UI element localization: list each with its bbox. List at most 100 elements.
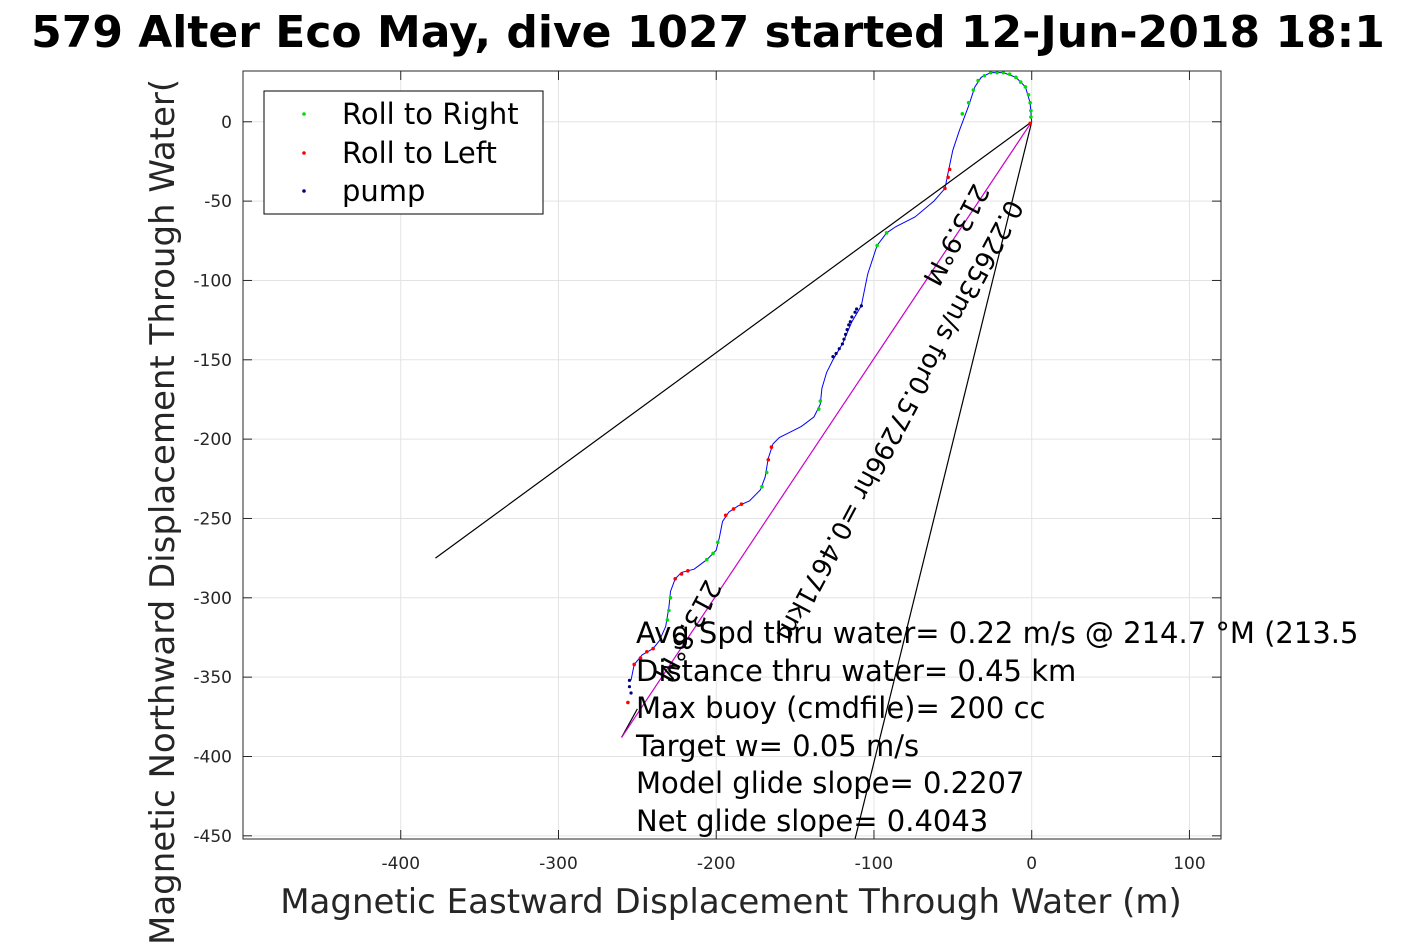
x-tick-label: 100 [1173, 854, 1205, 874]
roll-right-point [988, 70, 993, 75]
roll-right-point [1026, 93, 1031, 97]
roll-left-point [651, 646, 655, 651]
roll-right-point [971, 88, 976, 92]
pump-point [840, 342, 845, 346]
pump-point [850, 315, 854, 319]
pump-point [834, 351, 838, 356]
roll-right-point [960, 112, 965, 116]
roll-right-point [760, 484, 764, 489]
chart-title: 579 Alter Eco May, dive 1027 started 12-… [31, 7, 1385, 58]
annotation-net-glide: Net glide slope= 0.4043 [636, 804, 988, 838]
legend-label-roll-right: Roll to Right [342, 97, 519, 131]
pump-point [843, 332, 848, 337]
reference-lines [435, 121, 1033, 840]
roll-right-point [764, 470, 769, 475]
roll-right-point [818, 399, 823, 403]
roll-left-point [766, 457, 771, 462]
roll-right-point [982, 73, 987, 78]
plot-frame [242, 70, 1222, 840]
roll-left-point [739, 502, 744, 506]
roll-right-point [704, 557, 709, 562]
pump-point [627, 685, 632, 689]
y-tick-label: -250 [193, 509, 232, 529]
annotation-model-glide: Model glide slope= 0.2207 [636, 766, 1024, 800]
pump-point [842, 337, 846, 341]
x-tick-label: -200 [697, 854, 736, 874]
pump-point [853, 310, 857, 314]
y-axis-label: Magnetic Northward Displacement Through … [143, 79, 183, 945]
roll-right-point [1029, 115, 1033, 119]
heading-line [621, 121, 1033, 738]
annotation-avg-speed: Avg Spd thru water= 0.22 m/s @ 214.7 °M … [636, 616, 1358, 650]
y-tick-label: -350 [193, 668, 232, 688]
y-tick-label: -200 [193, 430, 232, 450]
x-tick-label: -300 [539, 854, 578, 874]
y-tick-label: -300 [193, 589, 232, 609]
roll-right-point [668, 596, 673, 600]
glider-track [630, 72, 1033, 681]
x-tick-label: -400 [381, 854, 420, 874]
roll-right-point [665, 618, 670, 622]
roll-right-point [1023, 85, 1028, 89]
roll-right-point [966, 100, 971, 105]
roll-right-point [667, 608, 671, 613]
y-tick-label: -400 [193, 747, 232, 767]
pump-point [629, 691, 633, 695]
roll-left-point [769, 445, 774, 449]
stats-annotations: Avg Spd thru water= 0.22 m/s @ 214.7 °M … [635, 616, 1358, 838]
roll-right-point [1007, 72, 1012, 76]
roll-left-point [723, 513, 728, 518]
annotation-max-buoy: Max buoy (cmdfile)= 200 cc [636, 691, 1045, 725]
roll-right-point [1014, 75, 1018, 80]
roll-left-point [1028, 121, 1032, 126]
roll-left-point [679, 572, 684, 576]
legend-box [263, 90, 544, 215]
roll-left-point [626, 700, 630, 705]
roll-left-point [686, 569, 690, 573]
roll-right-point [816, 407, 821, 411]
pump-point [837, 347, 841, 351]
roll-left-point [645, 649, 649, 654]
legend-marker-roll-left [302, 151, 306, 155]
roll-right-point [976, 78, 980, 83]
roll-right-point [711, 551, 715, 556]
pump-point [855, 307, 859, 311]
reference-line [435, 121, 1033, 559]
roll-right-point [1001, 70, 1006, 75]
annotation-target-w: Target w= 0.05 m/s [635, 729, 919, 763]
pump-point [831, 355, 835, 359]
roll-left-point [638, 656, 643, 660]
roll-right-point [1028, 100, 1032, 105]
y-tick-label: -450 [193, 827, 232, 847]
pump-point [627, 678, 632, 682]
legend-marker-roll-right [302, 112, 306, 116]
roll-left-point [947, 167, 952, 172]
markers [626, 70, 1033, 705]
roll-left-point [946, 175, 950, 180]
pump-point [848, 320, 852, 324]
roll-right-point [875, 243, 879, 248]
legend: Roll to Right Roll to Left pump [263, 90, 544, 215]
pump-point [845, 328, 849, 332]
x-tick-label: 0 [1026, 854, 1037, 874]
roll-right-point [1018, 80, 1023, 84]
y-tick-label: -100 [193, 271, 232, 291]
pump-point [847, 323, 851, 327]
legend-label-roll-left: Roll to Left [342, 136, 497, 170]
y-tick-label: -150 [193, 351, 232, 371]
roll-left-point [731, 507, 736, 511]
roll-right-point [995, 70, 999, 75]
roll-right-point [716, 540, 720, 545]
pump-point [859, 304, 863, 308]
ticks: -400 -300 -200 -100 0 100 0 -50 -100 -150 -200 -250… [193, 71, 1221, 874]
y-tick-label: 0 [221, 113, 232, 133]
roll-left-point [673, 576, 678, 581]
x-tick-label: -100 [855, 854, 894, 874]
reference-line [854, 121, 1033, 840]
legend-label-pump: pump [342, 174, 425, 208]
track-line [630, 72, 1033, 681]
roll-right-point [884, 231, 889, 235]
roll-right-point [1029, 108, 1033, 113]
y-tick-label: -50 [204, 192, 232, 212]
